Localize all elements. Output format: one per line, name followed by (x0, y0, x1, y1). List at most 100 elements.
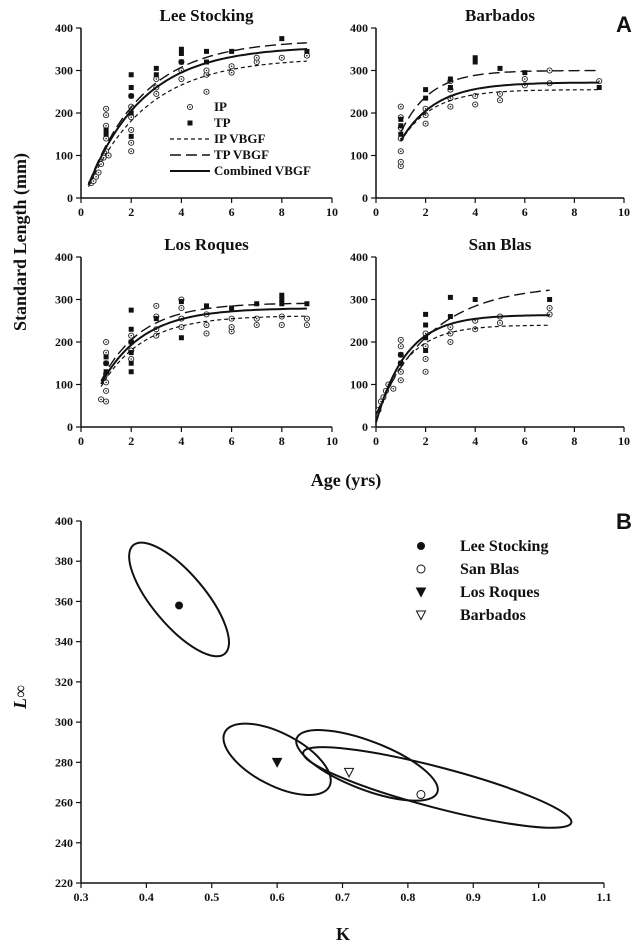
y-tick-label: 200 (55, 106, 73, 120)
tp-point (279, 36, 285, 42)
ip-point-center (205, 69, 208, 72)
ip-point-center (107, 154, 110, 157)
tp-point (153, 72, 159, 78)
ip-point-center (100, 398, 102, 401)
ip-point-center (255, 324, 258, 326)
ip-point-center (499, 322, 501, 324)
tp-point (153, 65, 159, 71)
ip-point-center (400, 379, 402, 382)
legend-ip-marker-center (189, 106, 191, 108)
ip-point-center (230, 71, 233, 74)
tp-point (472, 59, 478, 65)
ip-point-center (100, 163, 102, 165)
ip-point-center (180, 307, 183, 309)
confidence-ellipse (222, 722, 332, 797)
tp-point (596, 85, 602, 90)
ip-point-center (380, 400, 382, 403)
tp-point (128, 85, 134, 90)
legend-marker-san-blas (416, 564, 426, 574)
ip-point-center (424, 345, 427, 348)
x-tick-label: 0 (373, 434, 379, 448)
y-tick-label: 240 (55, 836, 73, 850)
y-tick-label: 400 (55, 514, 73, 528)
ip-point-center (306, 317, 308, 320)
ip-point-center (205, 332, 208, 335)
ip-point-center (548, 307, 551, 309)
tp-point (423, 95, 429, 101)
ip-point-center (130, 116, 132, 119)
ip-point-center (105, 400, 107, 403)
ip-point-center (400, 165, 402, 167)
tp-vbgf-curve (375, 289, 550, 415)
x-tick-label: 4 (178, 205, 184, 219)
ip-point-center (255, 56, 258, 59)
ip-point-center (449, 326, 452, 328)
x-tick-label: 1.1 (597, 890, 612, 904)
x-tick-label: 2 (128, 434, 134, 448)
tp-point (398, 131, 404, 137)
tp-point (472, 55, 478, 61)
y-tick-label: 0 (67, 191, 73, 205)
tp-point (447, 85, 453, 90)
tp-point (128, 360, 134, 366)
tp-point (398, 352, 404, 358)
ip-point-center (130, 129, 132, 131)
ip-point-center (105, 341, 107, 343)
tp-point (204, 303, 209, 309)
tp-point (423, 87, 429, 93)
tp-point (423, 335, 429, 341)
x-tick-label: 4 (178, 434, 184, 448)
ip-point-center (449, 105, 452, 108)
ip-point-center (180, 326, 183, 328)
x-tick-label: 0 (78, 205, 84, 219)
y-tick-label: 300 (350, 293, 368, 307)
legend-tp-marker (187, 120, 193, 126)
y-tick-label: 400 (55, 21, 73, 35)
tp-point (128, 326, 134, 332)
ip-point-center (205, 90, 208, 93)
x-tick-label: 6 (522, 205, 528, 219)
ip-point-center (130, 141, 132, 144)
tp-point (128, 339, 134, 345)
legend-label: Barbados (460, 607, 526, 624)
tp-point (547, 297, 553, 302)
ip-point-center (255, 317, 258, 320)
ip-point-center (499, 99, 501, 102)
ip-point-center (524, 78, 526, 80)
ip-point-center (424, 122, 427, 125)
tp-vbgf-curve (400, 69, 600, 133)
ip-vbgf-curve (400, 89, 600, 142)
x-tick-label: 8 (279, 434, 285, 448)
y-tick-label: 340 (55, 635, 73, 649)
legend-label: IP (214, 99, 227, 114)
y-tick-label: 0 (67, 420, 73, 434)
tp-point (423, 348, 429, 353)
confidence-ellipse (295, 729, 439, 802)
tp-point (128, 133, 134, 139)
legend-label: Lee Stocking (460, 538, 548, 555)
tp-point (254, 301, 260, 307)
ip-point-center (449, 97, 452, 99)
y-tick-label: 300 (55, 293, 73, 307)
ip-point-center (97, 171, 100, 174)
ip-point-center (424, 107, 427, 110)
y-tick-label: 360 (55, 594, 73, 608)
point-barbados (343, 767, 355, 778)
panel-title: Lee Stocking (160, 6, 254, 25)
tp-point (398, 116, 404, 122)
ip-point-center (449, 341, 452, 343)
y-tick-label: 260 (55, 796, 73, 810)
tp-point (398, 123, 404, 129)
panel-a-letter: A (616, 12, 632, 37)
ip-point-center (230, 65, 233, 68)
combined-vbgf-curve (375, 314, 550, 423)
x-tick-label: 0.9 (466, 890, 481, 904)
ip-vbgf-curve (87, 60, 307, 187)
point-lee-stocking (175, 601, 184, 610)
ip-point-center (105, 114, 107, 116)
x-tick-label: 0 (78, 434, 84, 448)
tp-point (128, 350, 134, 356)
x-tick-label: 10 (618, 205, 630, 219)
x-tick-label: 0.4 (139, 890, 154, 904)
